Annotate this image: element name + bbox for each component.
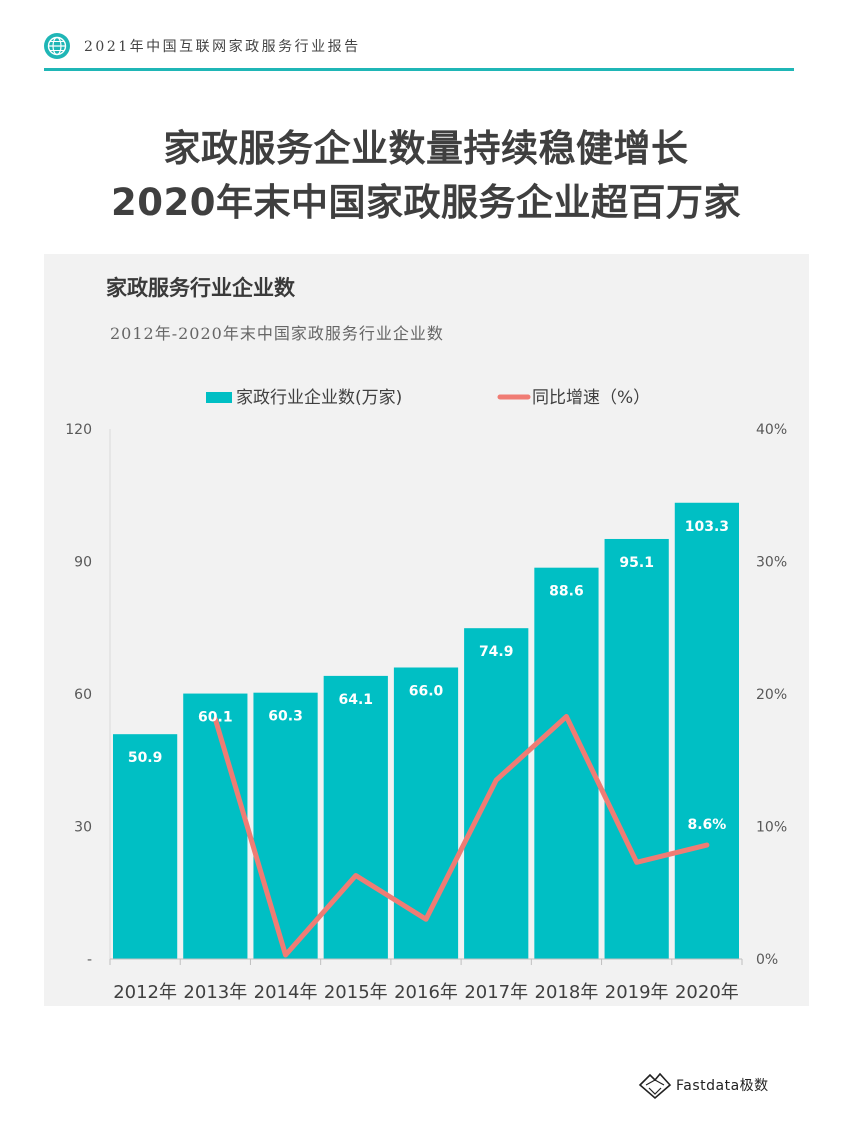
header-divider xyxy=(44,68,794,71)
line-data-label: 8.6% xyxy=(687,817,726,833)
x-tick-label: 2012年 xyxy=(113,982,177,1003)
y-left-tick-label: 120 xyxy=(65,422,92,438)
bar-data-label: 50.9 xyxy=(128,750,163,766)
bar xyxy=(253,692,318,959)
y-right-tick-label: 40% xyxy=(756,422,787,438)
bar-data-label: 64.1 xyxy=(339,692,374,708)
chart-panel-title: 家政服务行业企业数 xyxy=(106,276,295,300)
x-tick-label: 2016年 xyxy=(394,982,458,1003)
x-tick-label: 2017年 xyxy=(464,982,528,1003)
bar-data-label: 103.3 xyxy=(685,519,729,535)
bar xyxy=(464,628,529,959)
chart-panel-subtitle: 2012年-2020年末中国家政服务行业企业数 xyxy=(110,324,444,343)
x-tick-label: 2020年 xyxy=(675,982,739,1003)
y-left-tick-label: 60 xyxy=(74,687,92,703)
bar xyxy=(393,667,459,959)
brand-logo: Fastdata极数 xyxy=(638,1070,769,1100)
y-left-tick-label: 90 xyxy=(74,555,92,571)
y-right-tick-label: 30% xyxy=(756,555,787,571)
x-tick-label: 2013年 xyxy=(183,982,247,1003)
brand-name: Fastdata极数 xyxy=(676,1078,769,1094)
header-text: 2021年中国互联网家政服务行业报告 xyxy=(84,39,361,55)
y-right-tick-label: 10% xyxy=(756,820,787,836)
bar xyxy=(323,675,388,959)
x-tick-label: 2015年 xyxy=(324,982,388,1003)
growth-rate-point xyxy=(213,717,217,721)
legend-line-label: 同比增速（%） xyxy=(532,388,650,408)
y-right-tick-label: 0% xyxy=(756,952,778,968)
growth-rate-point xyxy=(284,953,288,957)
bar-data-label: 74.9 xyxy=(479,644,514,660)
growth-rate-point xyxy=(635,860,639,864)
y-right-tick-label: 20% xyxy=(756,687,787,703)
page-title-line2: 2020年末中国家政服务企业超百万家 xyxy=(111,181,741,224)
bar-data-label: 60.3 xyxy=(268,709,303,725)
legend-bar-label: 家政行业企业数(万家) xyxy=(236,388,402,408)
legend-bar-swatch xyxy=(206,392,232,403)
bar-data-label: 88.6 xyxy=(549,584,584,600)
growth-rate-point xyxy=(424,917,428,921)
growth-rate-point xyxy=(354,874,358,878)
growth-rate-line xyxy=(212,714,710,958)
mountain-logo-icon xyxy=(638,1072,672,1100)
y-left-tick-label: - xyxy=(87,952,92,968)
page-title-line1: 家政服务企业数量持续稳健增长 xyxy=(163,127,689,170)
growth-rate-point xyxy=(494,778,498,782)
x-tick-label: 2019年 xyxy=(605,982,669,1003)
growth-rate-point xyxy=(564,715,568,719)
bar xyxy=(674,502,739,959)
bar xyxy=(183,693,248,959)
bar xyxy=(113,734,178,959)
globe-icon xyxy=(44,33,70,59)
report-header: 2021年中国互联网家政服务行业报告 xyxy=(44,33,361,59)
bar-data-label: 95.1 xyxy=(619,555,654,571)
x-tick-label: 2014年 xyxy=(254,982,318,1003)
y-left-tick-label: 30 xyxy=(74,820,92,836)
growth-rate-point xyxy=(705,843,709,847)
x-tick-label: 2018年 xyxy=(535,982,599,1003)
bar-data-label: 66.0 xyxy=(409,684,444,700)
bar xyxy=(604,538,669,959)
bar-data-label: 60.1 xyxy=(198,710,233,726)
